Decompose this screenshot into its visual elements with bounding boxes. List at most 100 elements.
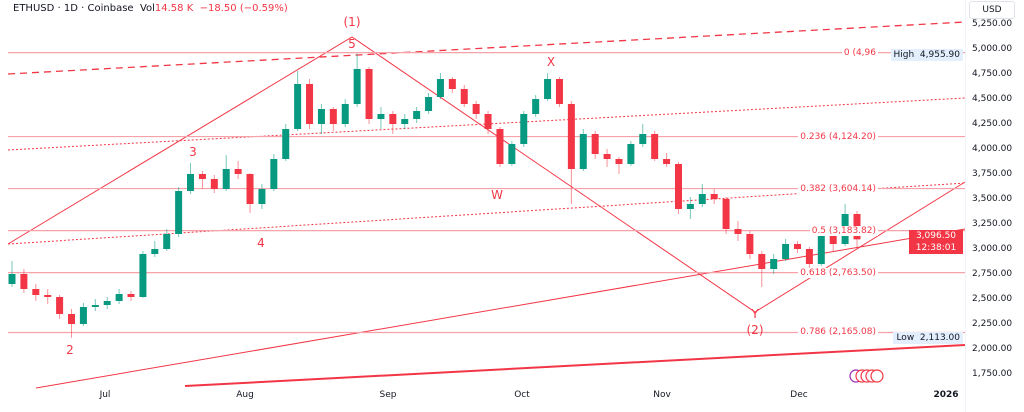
candle-body [448, 79, 456, 89]
candle-body [56, 297, 64, 314]
candle [793, 241, 801, 253]
candle [532, 95, 540, 117]
price-tick: 4,000.00 [972, 144, 1013, 154]
candle [520, 111, 528, 147]
price-tick: 2,750.00 [972, 269, 1013, 279]
candle-body [710, 194, 718, 199]
candle-body [294, 84, 302, 129]
candle-body [413, 111, 421, 119]
candle [317, 104, 325, 134]
candle-body [782, 244, 790, 259]
last-price-value: 3,096.50 [915, 231, 957, 241]
candle [377, 107, 385, 129]
candle [175, 187, 183, 237]
price-tick: 4,500.00 [972, 94, 1013, 104]
interval[interactable]: 1D [63, 3, 78, 14]
candle [472, 101, 480, 119]
candle-body [651, 134, 659, 159]
long-term-trendline[interactable] [184, 344, 966, 387]
candle [567, 101, 575, 204]
candle [496, 127, 504, 167]
candle [258, 184, 266, 209]
candle [448, 77, 456, 93]
candle [389, 111, 397, 134]
low-label: Low [896, 333, 915, 343]
currency-button[interactable]: USD [969, 1, 1015, 19]
candle [746, 231, 754, 259]
tradingview-logo-icon[interactable] [848, 368, 888, 384]
candle-body [674, 164, 682, 209]
price-tick: 1,750.00 [972, 369, 1013, 379]
candle-body [579, 134, 587, 169]
candle [151, 241, 159, 257]
candle-body [377, 114, 385, 119]
ascending-trendline[interactable] [35, 228, 966, 389]
candle [234, 161, 242, 179]
candle [353, 53, 361, 107]
candle [365, 67, 373, 124]
candle-body [472, 104, 480, 114]
candle-body [222, 169, 230, 189]
candle [210, 175, 218, 193]
candle-body [187, 174, 195, 191]
candle-body [127, 294, 135, 297]
candle [579, 129, 587, 171]
candle [710, 189, 718, 204]
candle-body [425, 97, 433, 111]
wave-label-5: 5 [348, 37, 356, 51]
candle-body [805, 249, 813, 264]
price-tick: 2,500.00 [972, 294, 1013, 304]
candle [79, 303, 87, 326]
candle [615, 157, 623, 174]
separator: · [81, 3, 85, 14]
candle-body [567, 104, 575, 169]
candle-body [793, 244, 801, 249]
candle-body [329, 109, 337, 124]
time-tick: 2026 [933, 390, 959, 400]
price-change: −18.50 (−0.59%) [199, 3, 288, 14]
candle [198, 171, 206, 189]
candle [329, 107, 337, 131]
candle-body [68, 314, 76, 324]
candle [627, 141, 635, 166]
dashed-channel-line[interactable] [7, 21, 966, 75]
candle [8, 261, 16, 287]
volume-value: 14.58 K [154, 3, 194, 14]
candle-body [44, 295, 52, 297]
candle-body [615, 159, 623, 164]
candle-body [532, 99, 540, 114]
candle-body [603, 154, 611, 159]
candle-body [544, 79, 552, 99]
time-tick: Oct [514, 390, 530, 400]
candle-body [389, 114, 397, 124]
wave-label-3: 3 [189, 145, 197, 159]
candle [770, 254, 778, 274]
candle-body [115, 294, 123, 301]
price-tick: 2,250.00 [972, 319, 1013, 329]
candle-body [282, 129, 290, 159]
time-tick: Nov [653, 390, 671, 400]
candle [591, 131, 599, 159]
exchange: Coinbase [87, 3, 134, 14]
candle [460, 85, 468, 107]
bar-countdown: 12:38:01 [915, 243, 957, 253]
fib-level-label: 0.382 (3,604.14) [798, 183, 878, 194]
candle [758, 251, 766, 287]
candle [555, 77, 563, 107]
price-tick: 3,500.00 [972, 194, 1013, 204]
candle-body [317, 109, 325, 124]
candle-body [163, 234, 171, 249]
price-tick: 3,750.00 [972, 169, 1013, 179]
candle [32, 284, 40, 301]
candle [508, 141, 516, 166]
candle [686, 197, 694, 219]
candle-body [627, 144, 635, 164]
symbol[interactable]: ETHUSD [13, 3, 55, 14]
candle-body [20, 274, 28, 289]
candle [603, 149, 611, 167]
candle-body [639, 134, 647, 144]
fib-level-label: 0.618 (2,763.50) [798, 267, 878, 278]
candle-body [758, 254, 766, 269]
last-price-tag: 3,096.50 12:38:01 [909, 230, 963, 254]
